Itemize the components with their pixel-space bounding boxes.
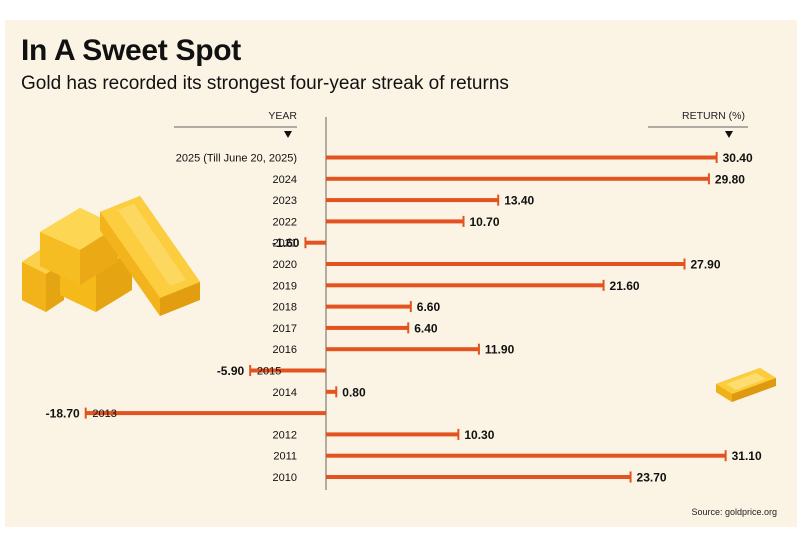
bar xyxy=(326,198,499,203)
value-label: 29.80 xyxy=(715,172,745,186)
year-header: YEAR xyxy=(268,110,297,122)
bar xyxy=(326,453,726,458)
year-label: 2011 xyxy=(273,451,297,463)
value-label: 10.70 xyxy=(469,215,499,229)
year-label: 2023 xyxy=(273,195,297,207)
return-header: RETURN (%) xyxy=(682,110,745,122)
year-label: 2019 xyxy=(273,280,297,292)
gold-bars-stack-illustration xyxy=(22,196,200,316)
value-label: -5.90 xyxy=(217,364,245,378)
value-label: 27.90 xyxy=(691,258,721,272)
year-label: 2021 xyxy=(273,238,297,250)
year-label: 2016 xyxy=(273,344,297,356)
value-label: 11.90 xyxy=(485,343,515,357)
single-gold-bar-illustration xyxy=(716,368,776,402)
bar xyxy=(326,219,464,224)
year-header-arrow-icon xyxy=(284,131,292,138)
value-label: 21.60 xyxy=(610,279,640,293)
year-label: 2017 xyxy=(273,323,297,335)
chart-title: In A Sweet Spot xyxy=(21,34,241,67)
bar xyxy=(250,368,326,373)
bar xyxy=(326,475,631,479)
bar xyxy=(326,304,411,309)
year-label: 2010 xyxy=(273,472,297,484)
value-label: 6.60 xyxy=(417,300,441,314)
bar xyxy=(326,155,717,160)
value-label: 31.10 xyxy=(732,449,762,463)
year-label: 2025 (Till June 20, 2025) xyxy=(176,153,297,165)
value-label: 30.40 xyxy=(723,151,753,165)
year-label: 2022 xyxy=(273,216,297,228)
value-label: 6.40 xyxy=(414,321,438,335)
value-label: 10.30 xyxy=(464,428,494,442)
bar xyxy=(326,262,685,266)
value-label: 0.80 xyxy=(342,385,366,399)
bar xyxy=(326,325,409,330)
year-label: 2024 xyxy=(273,174,297,186)
source-note: Source: goldprice.org xyxy=(691,507,777,517)
return-header-arrow-icon xyxy=(725,131,733,138)
bar-rows: 2025 (Till June 20, 2025) 30.40 2024 29.80 2… xyxy=(46,151,762,485)
year-label: 2015 xyxy=(257,366,281,378)
value-label: 23.70 xyxy=(637,471,667,485)
value-label: -1.60 xyxy=(272,236,300,250)
bar xyxy=(326,347,479,352)
bar xyxy=(326,432,459,437)
value-label: -18.70 xyxy=(46,407,80,421)
value-label: 13.40 xyxy=(504,194,534,208)
year-label: 2013 xyxy=(92,408,116,420)
year-label: 2020 xyxy=(273,259,297,271)
chart-subtitle: Gold has recorded its strongest four-yea… xyxy=(21,73,509,94)
year-label: 2014 xyxy=(273,387,297,399)
year-label: 2018 xyxy=(273,302,297,314)
bar xyxy=(326,283,604,288)
bar xyxy=(305,240,326,245)
bar xyxy=(326,176,709,181)
bar xyxy=(326,389,337,394)
bar xyxy=(85,411,326,416)
year-label: 2012 xyxy=(273,429,297,441)
